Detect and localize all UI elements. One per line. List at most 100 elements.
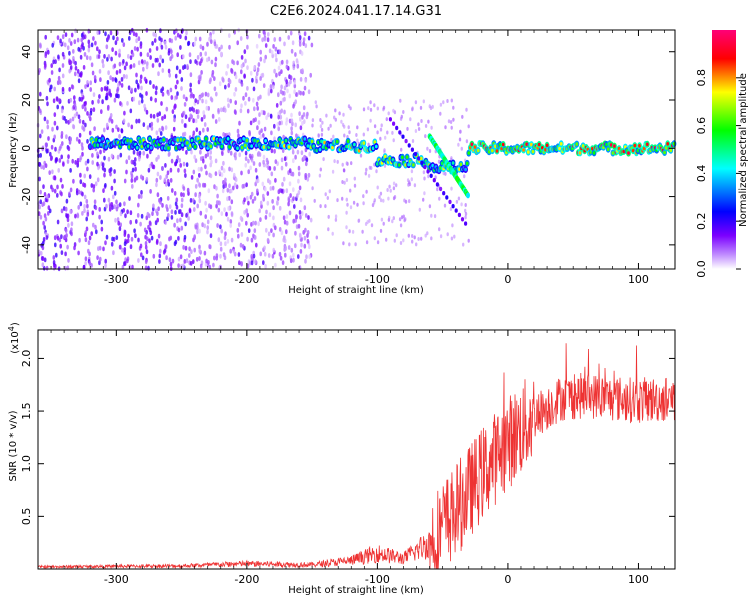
heatmap-cell xyxy=(295,214,298,220)
heatmap-cell xyxy=(75,136,79,142)
heatmap-cell xyxy=(161,166,164,171)
heatmap-cell xyxy=(56,80,60,86)
heatmap-cell xyxy=(136,213,140,218)
heatmap-cell xyxy=(307,215,310,220)
heatmap-cell xyxy=(94,181,98,187)
heatmap-cell xyxy=(196,177,199,183)
heatmap-cell xyxy=(422,197,425,202)
heatmap-cell xyxy=(329,123,332,128)
heatmap-cell xyxy=(83,101,86,107)
heatmap-cell xyxy=(55,252,58,258)
heatmap-cell xyxy=(440,161,444,166)
heatmap-cell xyxy=(194,98,197,103)
heatmap-cell xyxy=(142,122,146,127)
heatmap-cell xyxy=(71,158,74,164)
heatmap-cell xyxy=(315,235,318,240)
heatmap-cell xyxy=(137,118,141,124)
heatmap-cell xyxy=(170,209,174,215)
heatmap-cell xyxy=(432,178,436,183)
heatmap-cell xyxy=(426,231,429,236)
heatmap-cell xyxy=(204,51,207,57)
heatmap-cell xyxy=(90,231,93,237)
heatmap-cell xyxy=(470,142,474,147)
heatmap-cell xyxy=(183,234,187,240)
heatmap-cell xyxy=(105,44,109,50)
heatmap-cell xyxy=(104,145,108,149)
heatmap-cell xyxy=(269,113,273,119)
heatmap-cell xyxy=(228,79,232,85)
heatmap-cell xyxy=(298,185,302,191)
heatmap-cell xyxy=(279,255,283,261)
heatmap-cell xyxy=(39,214,43,220)
heatmap-cell xyxy=(278,36,282,42)
heatmap-cell xyxy=(230,237,234,243)
heatmap-cell xyxy=(450,98,453,103)
heatmap-cell xyxy=(188,107,192,112)
heatmap-cell xyxy=(447,119,451,124)
heatmap-cell xyxy=(38,108,42,114)
heatmap-cell xyxy=(379,127,383,132)
heatmap-cell xyxy=(137,60,141,66)
heatmap-cell xyxy=(56,235,60,241)
heatmap-cell xyxy=(395,183,398,188)
heatmap-cell xyxy=(122,74,126,79)
heatmap-cell xyxy=(96,255,99,260)
heatmap-cell xyxy=(467,151,471,155)
heatmap-cell xyxy=(69,41,73,46)
heatmap-cell xyxy=(159,131,163,136)
heatmap-cell xyxy=(338,111,341,116)
heatmap-cell xyxy=(262,154,266,160)
heatmap-cell xyxy=(88,174,92,180)
heatmap-cell xyxy=(126,258,129,264)
heatmap-cell xyxy=(287,145,291,149)
heatmap-cell xyxy=(455,199,459,204)
heatmap-cell xyxy=(118,202,122,208)
heatmap-cell xyxy=(304,227,307,233)
heatmap-cell xyxy=(118,48,121,54)
heatmap-cell xyxy=(439,102,443,107)
heatmap-cell xyxy=(268,166,272,171)
heatmap-cell xyxy=(465,107,468,112)
heatmap-cell xyxy=(367,142,370,147)
heatmap-cell xyxy=(280,157,284,163)
heatmap-cell xyxy=(194,118,198,124)
heatmap-cell xyxy=(134,157,137,162)
heatmap-cell xyxy=(159,54,162,60)
heatmap-cell xyxy=(258,130,262,136)
heatmap-cell xyxy=(386,188,389,192)
heatmap-cell xyxy=(193,145,197,149)
heatmap-cell xyxy=(238,260,241,266)
x-tick-label: -200 xyxy=(234,573,259,586)
heatmap-cell xyxy=(77,250,80,256)
heatmap-cell xyxy=(167,146,170,150)
heatmap-cell xyxy=(444,125,447,130)
heatmap-cell xyxy=(185,150,188,155)
heatmap-cell xyxy=(111,127,115,133)
heatmap-cell xyxy=(174,239,178,245)
heatmap-cell xyxy=(75,111,79,117)
heatmap-cell xyxy=(39,133,42,139)
heatmap-cell xyxy=(138,156,141,162)
heatmap-cell xyxy=(89,55,92,61)
heatmap-cell xyxy=(340,119,343,124)
heatmap-cell xyxy=(278,205,282,211)
heatmap-cell xyxy=(666,142,670,146)
heatmap-cell xyxy=(176,79,179,85)
heatmap-cell xyxy=(74,60,77,66)
heatmap-cell xyxy=(249,70,253,76)
heatmap-cell xyxy=(424,233,427,238)
heatmap-cell xyxy=(373,103,376,108)
heatmap-cell xyxy=(369,118,372,123)
heatmap-cell xyxy=(209,155,212,161)
heatmap-cell xyxy=(558,146,561,151)
heatmap-cell xyxy=(150,125,154,131)
heatmap-cell xyxy=(139,243,143,249)
heatmap-cell xyxy=(83,183,87,188)
heatmap-cell xyxy=(259,251,263,257)
heatmap-cell xyxy=(100,219,103,225)
heatmap-cell xyxy=(663,150,666,155)
heatmap-cell xyxy=(273,68,276,74)
heatmap-cell xyxy=(364,171,367,176)
heatmap-cell xyxy=(125,74,128,80)
heatmap-cell xyxy=(249,120,253,126)
